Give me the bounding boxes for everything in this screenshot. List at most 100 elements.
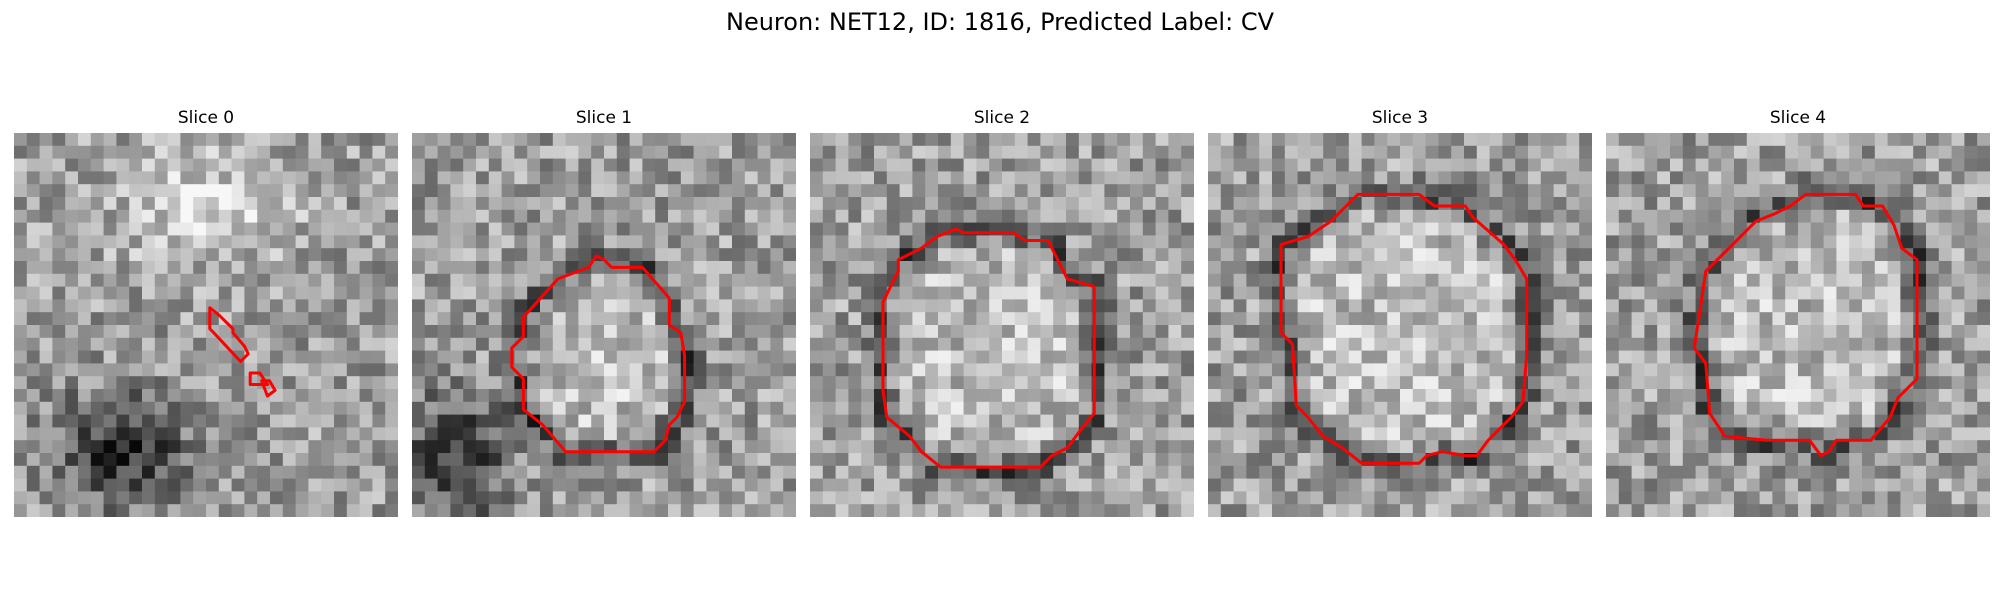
- pixel: [565, 363, 579, 377]
- pixel: [1862, 453, 1876, 467]
- pixel: [1644, 248, 1658, 262]
- pixel: [476, 491, 490, 505]
- pixel: [476, 389, 490, 403]
- pixel: [1540, 401, 1554, 415]
- pixel: [514, 389, 528, 403]
- pixel: [1284, 197, 1298, 211]
- pixel: [90, 478, 104, 492]
- pixel: [437, 325, 451, 339]
- pixel: [680, 248, 694, 262]
- pixel: [1387, 389, 1401, 403]
- pixel: [1104, 465, 1118, 479]
- pixel: [1670, 299, 1684, 313]
- pixel: [912, 145, 926, 159]
- pixel: [976, 133, 990, 147]
- pixel: [1874, 350, 1888, 364]
- pixel: [463, 478, 477, 492]
- pixel: [334, 465, 348, 479]
- pixel: [385, 171, 398, 185]
- pixel: [642, 197, 656, 211]
- pixel: [1631, 171, 1645, 185]
- pixel: [295, 299, 309, 313]
- pixel: [167, 325, 181, 339]
- pixel: [1579, 261, 1592, 275]
- pixel: [1246, 286, 1260, 300]
- pixel: [1823, 325, 1837, 339]
- pixel: [1579, 158, 1592, 172]
- pixel: [488, 465, 502, 479]
- pixel: [476, 504, 490, 517]
- pixel: [1489, 337, 1503, 351]
- pixel: [1464, 286, 1478, 300]
- pixel: [732, 453, 746, 467]
- pixel: [103, 235, 117, 249]
- pixel: [1951, 273, 1965, 287]
- pixel: [642, 248, 656, 262]
- pixel: [668, 325, 682, 339]
- pixel: [65, 478, 79, 492]
- pixel: [1528, 312, 1542, 326]
- pixel: [308, 312, 322, 326]
- pixel: [1785, 414, 1799, 428]
- pixel: [206, 414, 220, 428]
- pixel: [103, 273, 117, 287]
- pixel: [1040, 312, 1054, 326]
- pixel: [1708, 440, 1722, 454]
- pixel: [1708, 299, 1722, 313]
- pixel: [1900, 504, 1914, 517]
- pixel: [1310, 401, 1324, 415]
- pixel: [848, 363, 862, 377]
- pixel: [1618, 440, 1632, 454]
- pixel: [1220, 491, 1234, 505]
- pixel: [1951, 209, 1965, 223]
- pixel: [1502, 133, 1516, 147]
- pixel: [180, 209, 194, 223]
- pixel: [616, 478, 630, 492]
- pixel: [1515, 209, 1529, 223]
- pixel: [1900, 312, 1914, 326]
- pixel: [514, 440, 528, 454]
- pixel: [1220, 299, 1234, 313]
- pixel: [476, 401, 490, 415]
- pixel: [14, 273, 28, 287]
- pixel: [886, 184, 900, 198]
- pixel: [1220, 209, 1234, 223]
- pixel: [1155, 197, 1169, 211]
- pixel: [565, 440, 579, 454]
- pixel: [1117, 222, 1131, 236]
- pixel: [1926, 453, 1940, 467]
- pixel: [1682, 401, 1696, 415]
- pixel: [65, 414, 79, 428]
- pixel: [1336, 325, 1350, 339]
- pixel: [514, 286, 528, 300]
- pixel: [1412, 145, 1426, 159]
- pixel: [1027, 286, 1041, 300]
- pixel: [167, 171, 181, 185]
- pixel: [1721, 376, 1735, 390]
- pixel: [1849, 491, 1863, 505]
- pixel: [1849, 401, 1863, 415]
- pixel: [744, 197, 758, 211]
- pixel: [1002, 261, 1016, 275]
- pixel: [1772, 235, 1786, 249]
- pixel: [1579, 478, 1592, 492]
- pixel: [744, 145, 758, 159]
- pixel: [963, 376, 977, 390]
- pixel: [1181, 235, 1194, 249]
- pixel: [1323, 273, 1337, 287]
- pixel: [90, 273, 104, 287]
- pixel: [1040, 145, 1054, 159]
- pixel: [1297, 299, 1311, 313]
- pixel: [1155, 171, 1169, 185]
- pixel: [1631, 363, 1645, 377]
- pixel: [1540, 261, 1554, 275]
- pixel: [1259, 145, 1273, 159]
- pixel: [129, 184, 143, 198]
- pixel: [1272, 261, 1286, 275]
- pixel: [835, 261, 849, 275]
- pixel: [989, 261, 1003, 275]
- pixel: [1618, 158, 1632, 172]
- pixel: [180, 286, 194, 300]
- pixel: [1964, 363, 1978, 377]
- pixel: [1104, 222, 1118, 236]
